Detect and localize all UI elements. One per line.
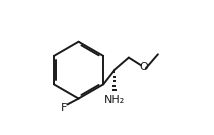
Text: NH₂: NH₂ [104,95,125,105]
Text: O: O [139,62,148,72]
Text: F: F [61,103,67,113]
